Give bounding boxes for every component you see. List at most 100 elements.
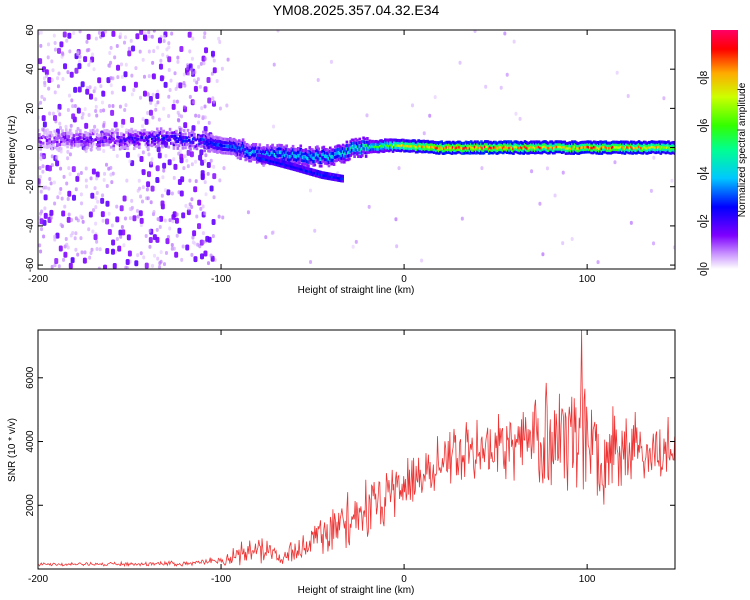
spectrogram-ridge-cell: [191, 130, 195, 134]
spectrogram-cell: [88, 211, 93, 218]
spectrogram-cell: [74, 247, 78, 252]
spectrogram-cell: [132, 215, 137, 222]
spectrogram-cell: [111, 171, 115, 176]
spectrogram-cell: [176, 110, 180, 115]
spectrogram-branch-cell: [294, 168, 298, 172]
spectrogram-cell: [108, 63, 112, 68]
spectrogram-ridge-cell: [49, 144, 53, 148]
spectrogram-cell: [186, 209, 191, 216]
spectrogram-cell: [64, 124, 68, 129]
spectrogram-ridge-cell: [112, 144, 115, 148]
spectrogram-ridge-cell: [138, 146, 141, 150]
spectrogram-branch-cell: [265, 158, 268, 162]
spectrogram-ridge-cell: [237, 139, 241, 143]
spectrogram-cell: [125, 259, 130, 266]
spectrogram-cell: [329, 59, 333, 64]
spectrogram-ridge-cell: [204, 131, 208, 135]
spectrogram-cell: [119, 62, 123, 67]
spectrogram-cell: [189, 151, 194, 158]
spectrogram-cell: [179, 190, 184, 197]
spectrogram-cell: [80, 250, 84, 255]
spectrogram-ridge-cell: [478, 151, 482, 155]
spectrogram-ridge-cell: [185, 136, 189, 140]
spectrogram-ridge-cell: [267, 146, 271, 150]
spectrogram-ridge-cell: [311, 161, 314, 165]
spectrogram-cell: [89, 251, 93, 256]
spectrogram-x-ticks: -200 -100 0 100: [28, 30, 596, 285]
spectrogram-ridge-cell: [355, 138, 359, 142]
spectrogram-cell: [131, 45, 136, 52]
spectrogram-ridge-cell: [43, 145, 46, 149]
spectrogram-cell: [170, 242, 174, 247]
spectrogram-branch-cell: [288, 166, 292, 170]
spectrogram-ridge-cell: [195, 147, 199, 151]
spectrogram-cell: [62, 174, 66, 179]
spectrogram-cell: [66, 156, 70, 161]
spectrogram-ridge-cell: [349, 140, 353, 144]
spectrogram-cell: [109, 76, 113, 81]
spectrogram-cell: [49, 181, 53, 186]
spectrogram-cell: [218, 39, 222, 44]
spectrogram-ridge-cell: [271, 143, 274, 147]
spectrogram-ridge-cell: [172, 146, 176, 150]
spectrogram-cell: [316, 77, 320, 82]
spectrogram-cell: [124, 62, 128, 67]
spectrogram-branch-cell: [288, 162, 292, 166]
spectrogram-cell: [134, 260, 139, 267]
spectrogram-cell: [65, 181, 69, 186]
spectrogram-ridge-cell: [167, 135, 171, 139]
spectrogram-ridge-cell: [145, 141, 149, 145]
spectrogram-cell: [199, 61, 203, 66]
spectrogram-cell: [84, 178, 88, 183]
spectrogram-cell: [148, 34, 152, 39]
spectrogram-cell: [168, 226, 172, 231]
spectrogram-cell: [420, 258, 424, 263]
spectrogram-ridge-cell: [673, 151, 675, 155]
spectrogram-ridge-cell: [67, 135, 71, 139]
spectrogram-ridge-cell: [150, 137, 154, 141]
spectrogram-cell: [65, 38, 69, 43]
spectrogram-cell: [270, 230, 274, 235]
spectrogram-cell: [107, 228, 112, 235]
spectrogram-cell: [196, 242, 200, 247]
spectrogram-branch-cell: [269, 159, 273, 163]
spectrogram-cell: [67, 93, 71, 98]
spectrogram-ridge-cell: [193, 136, 196, 140]
spectrogram-ridge-cell: [89, 143, 92, 147]
spectrogram-ridge-cell: [171, 141, 174, 145]
spectrogram-cell: [141, 169, 146, 176]
spectrogram-cell: [110, 109, 115, 116]
spectrogram-ridge-cell: [239, 157, 242, 161]
spectrogram-branch-cell: [268, 158, 271, 162]
spectrogram-cell: [66, 197, 70, 202]
spectrogram-cell: [102, 148, 106, 153]
spectrogram-cell: [217, 214, 221, 219]
spectrogram-ridge-cell: [282, 155, 286, 159]
spectrogram-branch-cell: [284, 160, 287, 164]
spectrogram-ridge-cell: [299, 144, 303, 148]
spectrogram-ridge-cell: [261, 147, 264, 151]
spectrogram-cell: [61, 76, 65, 81]
spectrogram-branch-cell: [341, 179, 344, 183]
spectrogram-ridge-cell: [80, 139, 83, 143]
spectrogram-branch-cell: [332, 177, 336, 181]
spectrogram-cell: [182, 105, 186, 110]
spectrogram-cell: [136, 253, 140, 258]
spectrogram-cell: [59, 125, 63, 130]
spectrogram-cell: [203, 86, 208, 93]
spectrogram-cell: [109, 83, 113, 88]
spectrogram-cell: [130, 73, 134, 78]
spectrogram-cell: [183, 122, 188, 129]
colorbar-gradient: [711, 30, 738, 269]
spectrogram-ridge-cell: [341, 143, 345, 147]
spectrogram-branch-cell: [331, 177, 334, 181]
spectrogram-x-tick-label: -200: [28, 274, 48, 285]
spectrogram-cell: [55, 160, 60, 167]
spectrogram-cell: [538, 201, 542, 206]
spectrogram-ridge-cell: [175, 143, 178, 147]
spectrogram-cell: [365, 113, 369, 118]
spectrogram-cell: [182, 72, 186, 77]
spectrogram-cell: [144, 234, 148, 239]
spectrogram-cell: [52, 180, 56, 185]
spectrogram-ridge-cell: [145, 134, 149, 138]
